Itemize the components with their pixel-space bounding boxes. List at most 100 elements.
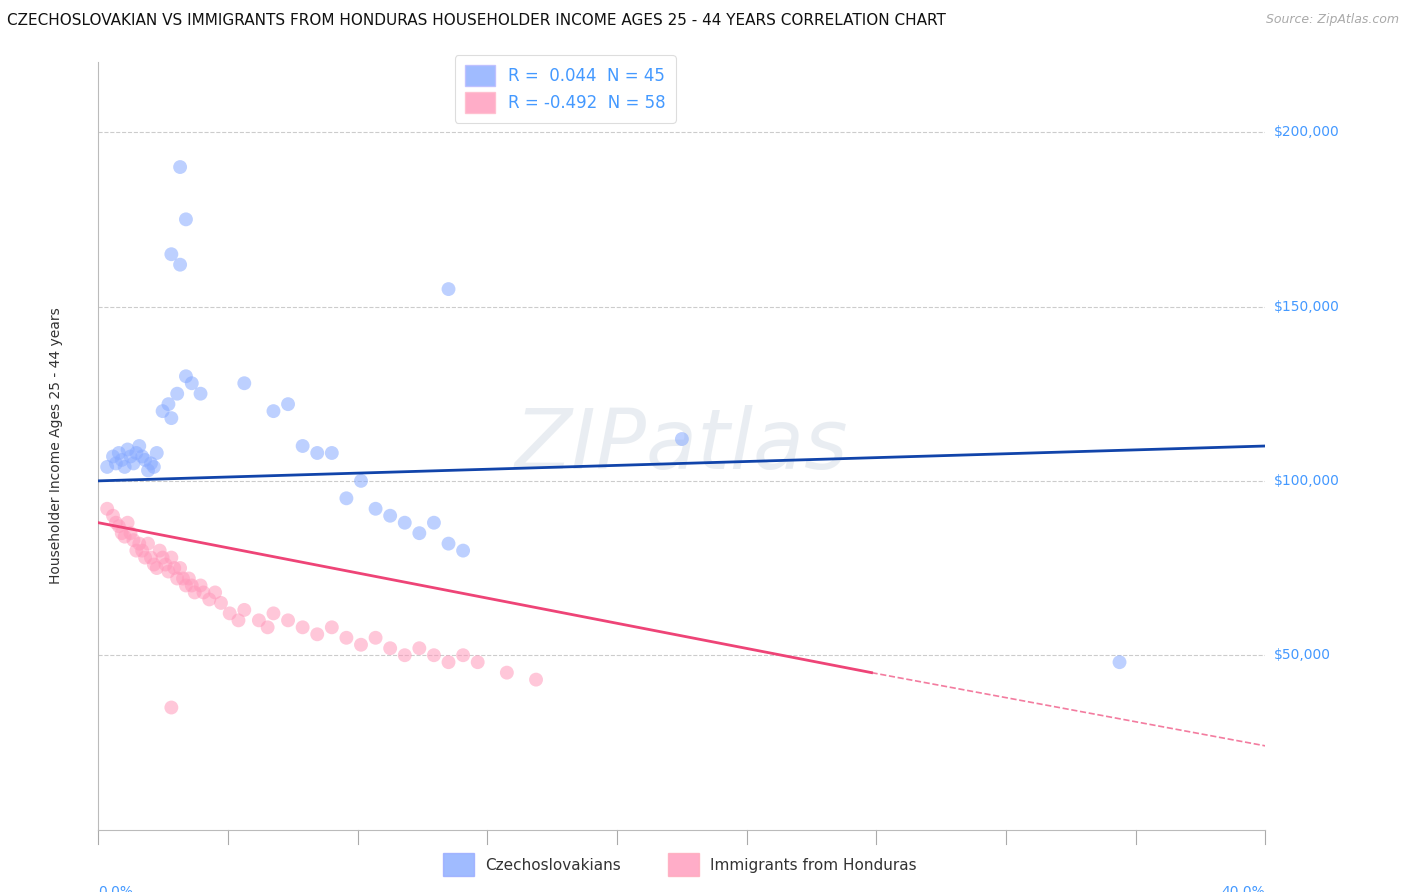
Point <box>160 247 183 261</box>
Point <box>209 596 232 610</box>
Point <box>160 550 183 565</box>
Point <box>364 631 387 645</box>
Point <box>380 641 402 656</box>
Point <box>1108 655 1130 669</box>
Point <box>190 578 212 592</box>
Point <box>423 516 446 530</box>
Point <box>408 526 430 541</box>
Point <box>146 446 169 460</box>
Point <box>262 607 284 621</box>
Point <box>128 439 150 453</box>
Point <box>149 543 172 558</box>
Point <box>437 536 460 550</box>
Point <box>204 585 226 599</box>
Point <box>451 543 474 558</box>
Point <box>198 592 221 607</box>
Text: $50,000: $50,000 <box>1274 648 1331 662</box>
Text: 0.0%: 0.0% <box>98 886 134 892</box>
Point <box>125 543 148 558</box>
Point <box>228 613 250 627</box>
Text: $200,000: $200,000 <box>1274 125 1340 139</box>
Text: $150,000: $150,000 <box>1274 300 1340 313</box>
Point <box>307 627 329 641</box>
Point <box>307 446 329 460</box>
Point <box>169 561 191 575</box>
Text: 40.0%: 40.0% <box>1222 886 1265 892</box>
Point <box>277 613 299 627</box>
Point <box>180 578 202 592</box>
Point <box>256 620 278 634</box>
Point <box>122 533 145 548</box>
Point <box>157 565 180 579</box>
Point <box>166 386 188 401</box>
Point <box>437 282 460 296</box>
Point <box>101 508 124 523</box>
Text: CZECHOSLOVAKIAN VS IMMIGRANTS FROM HONDURAS HOUSEHOLDER INCOME AGES 25 - 44 YEAR: CZECHOSLOVAKIAN VS IMMIGRANTS FROM HONDU… <box>7 13 946 29</box>
Point <box>96 501 118 516</box>
Point <box>128 536 150 550</box>
Point <box>169 160 191 174</box>
Point <box>142 558 165 572</box>
Point <box>321 620 343 634</box>
Point <box>174 212 197 227</box>
Point <box>451 648 474 663</box>
Legend: R =  0.044  N = 45, R = -0.492  N = 58: R = 0.044 N = 45, R = -0.492 N = 58 <box>454 55 676 123</box>
Point <box>174 369 197 384</box>
Point <box>157 397 180 411</box>
Point <box>169 258 191 272</box>
Point <box>108 446 131 460</box>
Point <box>291 439 314 453</box>
Point <box>122 457 145 471</box>
Text: ZIPatlas: ZIPatlas <box>515 406 849 486</box>
Point <box>190 386 212 401</box>
Point <box>101 450 124 464</box>
Point <box>136 463 159 477</box>
Point <box>120 450 142 464</box>
Text: Immigrants from Honduras: Immigrants from Honduras <box>710 858 917 872</box>
Point <box>131 543 153 558</box>
Point <box>134 453 156 467</box>
Point <box>114 459 136 474</box>
Point <box>177 572 200 586</box>
Point <box>111 526 134 541</box>
Text: Householder Income Ages 25 - 44 years: Householder Income Ages 25 - 44 years <box>49 308 63 584</box>
Point <box>408 641 430 656</box>
Point <box>496 665 519 680</box>
Text: Source: ZipAtlas.com: Source: ZipAtlas.com <box>1265 13 1399 27</box>
Point <box>262 404 284 418</box>
Point <box>139 550 162 565</box>
Point <box>291 620 314 634</box>
Point <box>163 561 186 575</box>
Point <box>364 501 387 516</box>
Point <box>155 558 177 572</box>
Point <box>152 550 174 565</box>
Text: Czechoslovakians: Czechoslovakians <box>485 858 621 872</box>
Point <box>174 578 197 592</box>
Point <box>437 655 460 669</box>
Point <box>277 397 299 411</box>
Point <box>180 376 202 391</box>
Point <box>117 442 139 457</box>
Point <box>183 585 205 599</box>
Point <box>166 572 188 586</box>
Point <box>218 607 240 621</box>
Point <box>233 376 256 391</box>
Point <box>104 516 127 530</box>
Point <box>350 474 373 488</box>
Point <box>350 638 373 652</box>
Point <box>467 655 489 669</box>
Point <box>96 459 118 474</box>
Point <box>380 508 402 523</box>
Point <box>423 648 446 663</box>
Point <box>134 550 156 565</box>
Point <box>152 404 174 418</box>
Point <box>146 561 169 575</box>
Point <box>160 700 183 714</box>
Point <box>160 411 183 425</box>
Point <box>120 526 142 541</box>
Point <box>139 457 162 471</box>
Point <box>335 491 357 506</box>
Point <box>524 673 547 687</box>
Point <box>394 516 416 530</box>
Point <box>125 446 148 460</box>
